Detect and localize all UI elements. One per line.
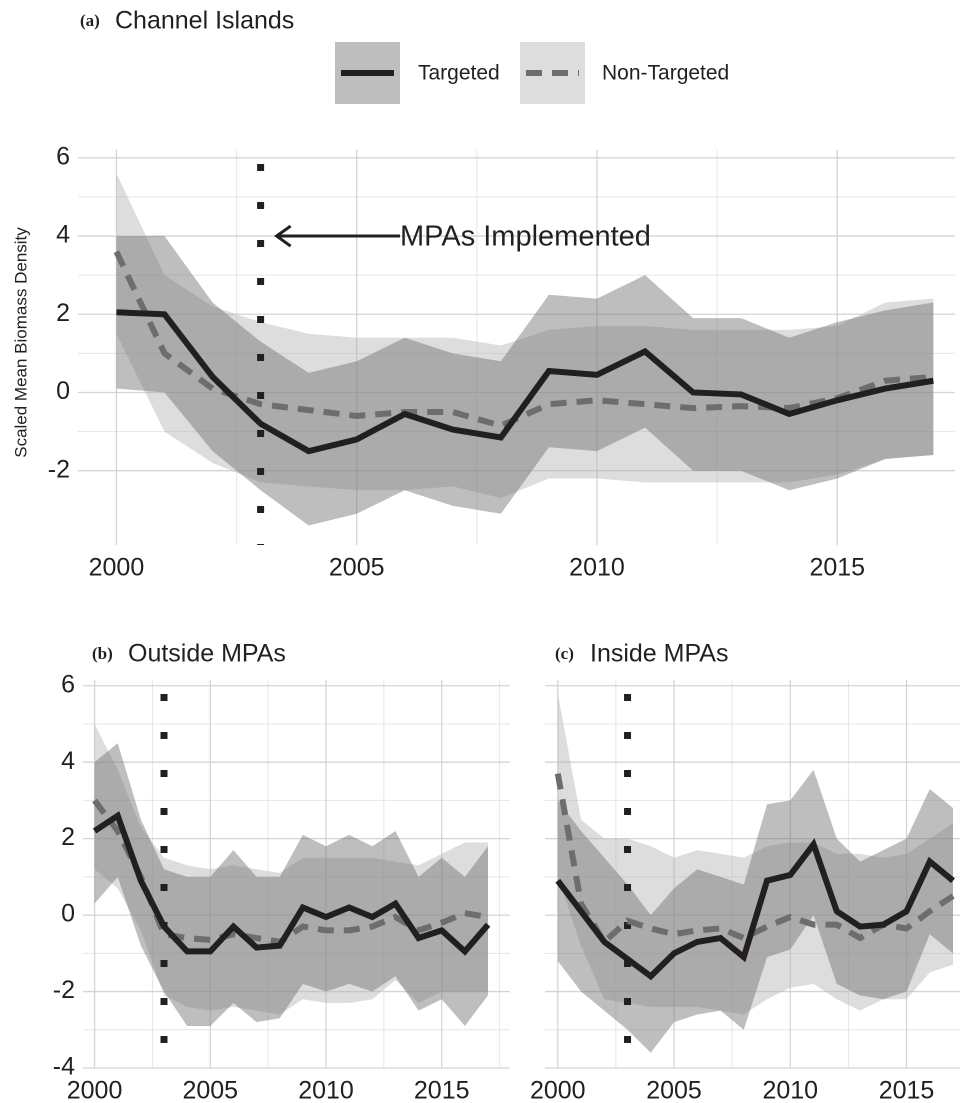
x-tick-label: 2010 <box>762 1077 818 1103</box>
y-axis-label: Scaled Mean Biomass Density <box>11 227 30 458</box>
x-tick-label: 2000 <box>67 1077 123 1103</box>
annotation-arrowhead <box>274 224 292 248</box>
y-tick-label: -2 <box>48 455 70 483</box>
y-tick-label: -2 <box>53 976 75 1004</box>
series-line <box>92 811 491 956</box>
panel-tag: (c) <box>555 644 574 663</box>
x-tick-label: 2010 <box>569 554 625 582</box>
panel-title: Outside MPAs <box>128 640 286 668</box>
panel-tag: (a) <box>80 11 100 30</box>
y-tick-label: 4 <box>56 221 70 249</box>
y-tick-label: 6 <box>61 670 75 698</box>
x-tick-label: 2015 <box>879 1077 935 1103</box>
panel-tag: (b) <box>92 644 113 663</box>
confidence-band <box>116 236 934 526</box>
confidence-band <box>94 723 489 1015</box>
y-tick-label: 6 <box>56 142 70 170</box>
series-line <box>554 773 955 947</box>
panel-title: Inside MPAs <box>590 640 728 668</box>
y-tick-label: 0 <box>56 377 70 405</box>
series-line <box>113 250 934 429</box>
x-tick-label: 2015 <box>414 1077 470 1103</box>
x-tick-label: 2005 <box>646 1077 702 1103</box>
x-tick-label: 2015 <box>809 554 865 582</box>
legend-label: Targeted <box>418 62 500 85</box>
x-tick-label: 2010 <box>298 1077 354 1103</box>
x-tick-label: 2005 <box>329 554 385 582</box>
series-line <box>555 838 955 981</box>
y-tick-label: 0 <box>61 900 75 928</box>
x-tick-label: 2000 <box>530 1077 586 1103</box>
series-line <box>116 309 934 455</box>
legend-label: Non-Targeted <box>602 62 729 85</box>
y-tick-label: 4 <box>61 747 75 775</box>
confidence-band <box>94 743 489 1026</box>
y-tick-label: 2 <box>61 823 75 851</box>
y-tick-label: 2 <box>56 299 70 327</box>
confidence-band <box>116 173 934 499</box>
x-tick-label: 2000 <box>89 554 145 582</box>
y-tick-label: -4 <box>53 1053 75 1081</box>
annotation: MPAs Implemented <box>400 221 651 253</box>
x-tick-label: 2005 <box>182 1077 238 1103</box>
panel-title: Channel Islands <box>115 7 294 35</box>
